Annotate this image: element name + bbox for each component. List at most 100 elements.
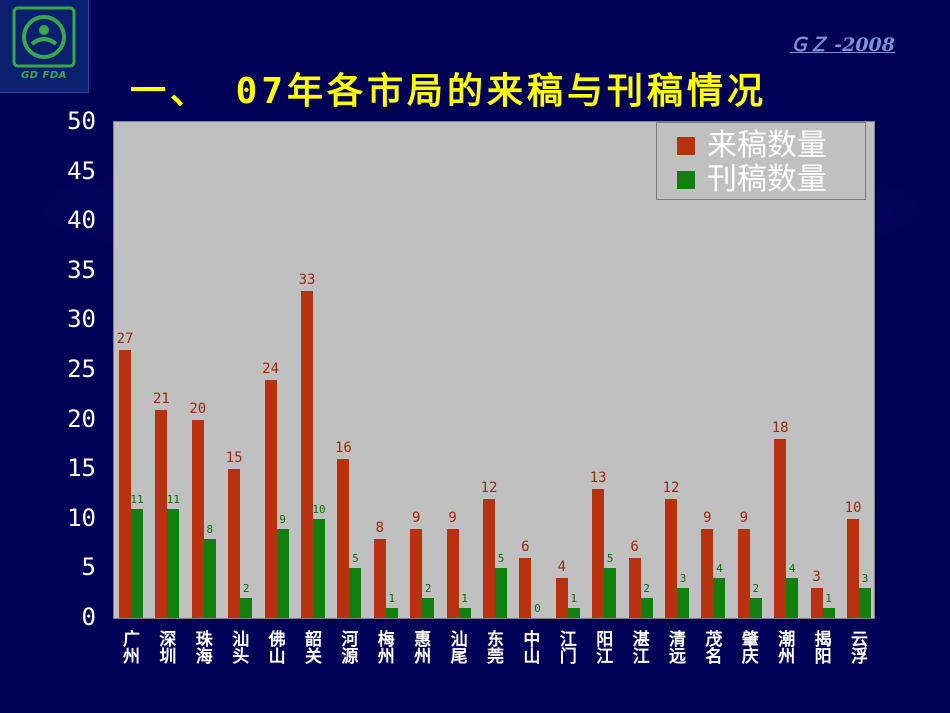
data-label-submitted: 6 (521, 539, 530, 556)
bar-submitted (701, 528, 714, 618)
y-tick-label: 30 (67, 305, 96, 334)
data-label-published: 1 (461, 592, 468, 606)
x-category-label: 广州 (119, 630, 139, 664)
y-tick-label: 45 (67, 156, 96, 185)
x-category-label: 汕头 (228, 630, 249, 664)
legend-swatch-submitted (677, 137, 695, 155)
y-tick-label: 40 (67, 206, 96, 235)
data-label-submitted: 15 (225, 450, 243, 467)
bar-submitted (665, 498, 677, 618)
data-label-published: 1 (388, 592, 396, 606)
bar-submitted (228, 469, 241, 618)
data-label-published: 10 (312, 502, 326, 516)
data-label-submitted: 8 (375, 519, 385, 536)
y-tick-label: 15 (67, 454, 96, 483)
data-label-submitted: 27 (116, 331, 134, 348)
bar-published (313, 518, 325, 618)
y-tick-label: 35 (67, 255, 96, 284)
logo-emblem-icon (12, 6, 76, 68)
bar-submitted (264, 379, 277, 618)
bar-published (385, 608, 398, 618)
bar-published (604, 568, 617, 618)
x-category-label: 东莞 (483, 630, 503, 664)
x-category-label: 阳江 (592, 630, 613, 664)
bar-published (458, 608, 471, 618)
y-tick-label: 5 (81, 553, 96, 582)
data-label-submitted: 18 (771, 420, 789, 437)
bar-submitted (847, 518, 859, 618)
data-label-published: 5 (497, 552, 505, 566)
data-label-submitted: 3 (812, 569, 821, 586)
bar-submitted (592, 489, 605, 618)
bar-submitted (155, 409, 168, 618)
data-label-published: 8 (206, 522, 214, 536)
data-label-published: 2 (424, 582, 432, 596)
x-category-label: 韶关 (301, 630, 321, 664)
data-label-submitted: 13 (589, 470, 607, 487)
data-label-submitted: 24 (262, 360, 280, 377)
bar-submitted (119, 350, 131, 618)
x-category-label: 汕尾 (446, 630, 467, 664)
x-category-label: 中山 (519, 630, 540, 664)
logo-text: GD FDA (21, 70, 67, 81)
y-tick-label: 10 (67, 503, 96, 532)
bar-published (203, 538, 216, 618)
bar-submitted (737, 528, 750, 618)
bar-published (349, 568, 362, 618)
bar-published (240, 598, 253, 618)
x-category-label: 梅州 (373, 630, 394, 664)
data-label-submitted: 9 (411, 509, 421, 526)
data-label-submitted: 20 (189, 400, 207, 417)
bar-published (822, 608, 835, 618)
y-tick-label: 0 (81, 603, 96, 631)
x-category-label: 清远 (665, 630, 685, 664)
bar-published (786, 578, 799, 618)
watermark-link[interactable]: ＧＺ -2008 (789, 34, 895, 56)
data-label-published: 2 (643, 582, 650, 596)
data-label-submitted: 9 (703, 509, 712, 526)
data-label-submitted: 9 (448, 509, 457, 526)
data-label-submitted: 10 (844, 499, 862, 516)
data-label-published: 4 (788, 562, 796, 576)
x-category-label: 河源 (337, 630, 358, 664)
x-category-label: 肇庆 (737, 630, 758, 664)
data-label-published: 11 (130, 492, 144, 506)
legend-item-published: 刊稿数量 (677, 163, 827, 197)
y-tick-label: 20 (67, 404, 96, 433)
bar-submitted (446, 528, 459, 618)
bar-published (859, 588, 871, 618)
x-category-label: 湛江 (628, 630, 649, 664)
bar-published (131, 508, 143, 618)
y-tick-label: 50 (67, 107, 96, 135)
data-label-published: 5 (606, 552, 614, 566)
data-label-published: 9 (279, 512, 286, 526)
x-category-label: 江门 (555, 630, 576, 664)
bar-published (276, 528, 289, 618)
bar-submitted (774, 439, 787, 618)
legend-label-published: 刊稿数量 (707, 162, 827, 197)
x-category-label: 潮州 (774, 630, 795, 664)
bar-submitted (555, 578, 568, 618)
bar-submitted (373, 538, 386, 618)
data-label-submitted: 4 (557, 559, 567, 576)
x-category-label: 佛山 (264, 630, 285, 664)
bar-published (167, 508, 180, 618)
page-title: 一、 07年各市局的来稿与刊稿情况 (130, 71, 768, 112)
bar-submitted (337, 459, 350, 618)
bar-published (422, 598, 435, 618)
x-category-label: 揭阳 (810, 630, 831, 664)
legend-label-submitted: 来稿数量 (707, 128, 827, 163)
x-category-label: 茂名 (701, 630, 722, 664)
y-tick-label: 25 (67, 355, 96, 383)
bar-published (677, 588, 689, 618)
legend: 来稿数量 刊稿数量 (656, 122, 866, 200)
data-label-published: 5 (352, 552, 359, 566)
bar-submitted (191, 419, 204, 618)
x-category-label: 惠州 (410, 630, 431, 664)
data-label-submitted: 6 (630, 539, 639, 556)
bar-submitted (519, 558, 532, 618)
bar-published (495, 568, 507, 618)
legend-item-submitted: 来稿数量 (677, 129, 827, 163)
plot-area: 27 11 21 11 20 8 15 2 24 9 33 10 16 5 8 1 9 2 9 1 12 5 6 0 4 1 13 5… (113, 121, 875, 619)
data-label-submitted: 12 (480, 479, 498, 496)
